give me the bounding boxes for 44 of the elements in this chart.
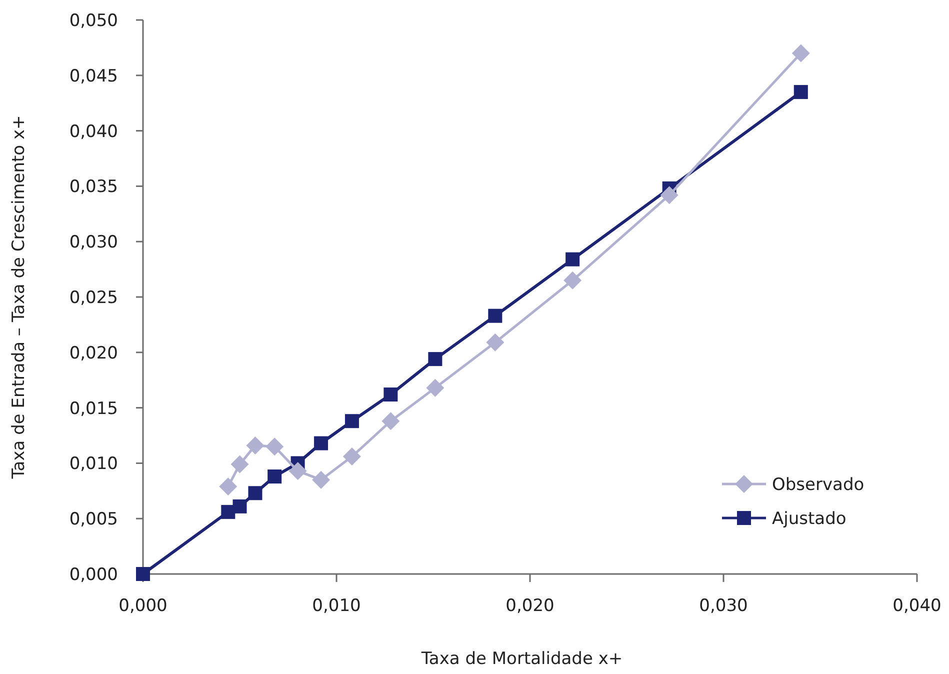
y-tick-label: 0,000 — [69, 564, 118, 585]
point — [792, 44, 810, 62]
y-tick-label: 0,050 — [69, 10, 118, 31]
point — [344, 414, 359, 428]
x-tick-label: 0,040 — [892, 596, 942, 616]
point — [266, 438, 284, 456]
y-tick-label: 0,040 — [69, 122, 118, 142]
point — [564, 271, 582, 290]
point — [248, 486, 262, 500]
y-tick-label: 0,025 — [69, 288, 118, 308]
point — [426, 378, 444, 397]
point — [312, 470, 330, 489]
y-tick-label: 0,035 — [69, 177, 118, 198]
point — [382, 412, 400, 430]
point — [566, 252, 580, 266]
legend-label: Ajustado — [772, 508, 846, 529]
y-tick-label: 0,015 — [69, 398, 118, 419]
y-tick-label: 0,010 — [69, 454, 118, 474]
x-axis-title: Taxa de Mortalidade x+ — [420, 649, 623, 669]
x-tick-label: 0,020 — [506, 596, 554, 616]
y-tick-label: 0,045 — [69, 66, 118, 86]
point — [486, 333, 504, 352]
y-tick-label: 0,005 — [69, 510, 118, 530]
x-tick-label: 0,010 — [312, 596, 361, 616]
y-tick-label: 0,020 — [69, 343, 118, 364]
point — [342, 448, 361, 466]
y-tick-label: 0,030 — [69, 232, 118, 253]
legend-label: Observado — [772, 474, 864, 495]
point — [230, 455, 249, 474]
point — [232, 499, 247, 514]
point — [219, 477, 238, 496]
point — [288, 462, 307, 480]
point — [384, 388, 398, 402]
x-tick-label: 0,000 — [118, 596, 168, 616]
point — [221, 504, 236, 519]
x-tick-label: 0,030 — [699, 596, 748, 616]
point — [268, 469, 282, 484]
point — [314, 436, 328, 450]
point — [428, 352, 442, 366]
point — [246, 436, 264, 454]
y-axis-title: Taxa de Entrada – Taxa de Crescimento x+ — [9, 115, 29, 480]
point — [488, 308, 502, 323]
point — [660, 186, 678, 204]
point — [794, 85, 808, 100]
